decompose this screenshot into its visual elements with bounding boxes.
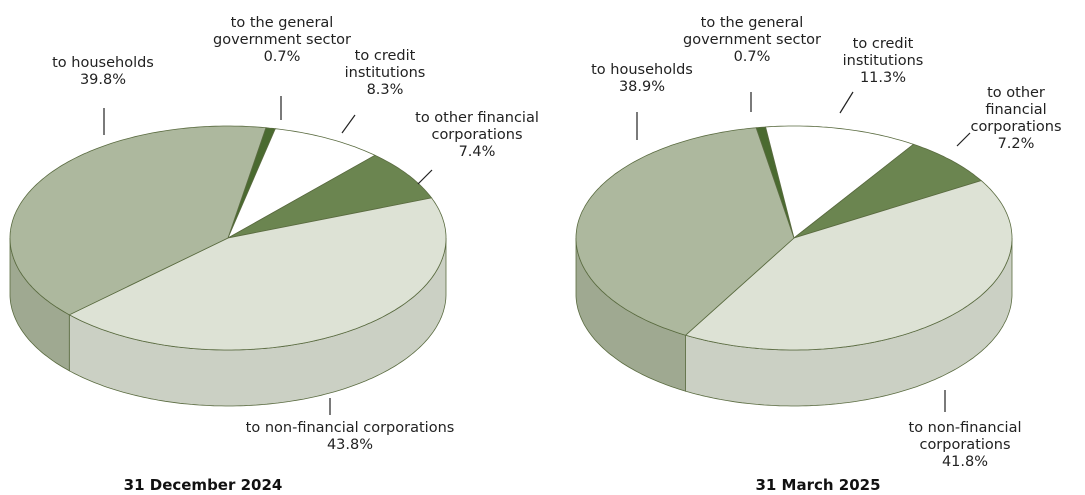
- category-label: to households: [591, 62, 693, 78]
- leader-line: [341, 114, 356, 134]
- pie-slice: [227, 128, 376, 239]
- chart-title: 31 March 2025: [755, 476, 881, 494]
- pie-slice: [68, 197, 447, 351]
- slice-label: to non-financial corporations 41.8%: [905, 420, 1025, 471]
- pie-slice: [793, 143, 983, 239]
- pie-slice: [684, 180, 1013, 351]
- category-label: to the general government sector: [683, 15, 821, 48]
- slice-label: to the general government sector 0.7%: [683, 15, 821, 66]
- leader-line: [956, 132, 971, 147]
- value-label: 7.4%: [458, 144, 496, 160]
- category-label: to other financial corporations: [415, 110, 539, 143]
- category-label: to households: [52, 55, 154, 71]
- chart-title: 31 December 2024: [123, 476, 283, 494]
- pie-slice: [765, 125, 915, 239]
- value-label: 11.3%: [859, 70, 907, 86]
- value-label: 39.8%: [79, 72, 127, 88]
- category-label: to non-financial corporations: [245, 420, 455, 436]
- category-label: to credit institutions: [344, 48, 426, 81]
- value-label: 8.3%: [366, 82, 404, 98]
- pie-slice: [227, 154, 433, 239]
- slice-label: to households 39.8%: [52, 55, 154, 89]
- slice-label: to other financial corporations 7.2%: [970, 85, 1061, 153]
- slice-label: to credit institutions 8.3%: [345, 48, 426, 99]
- value-label: 7.2%: [997, 136, 1035, 152]
- value-label: 43.8%: [326, 437, 374, 453]
- slice-label: to other financial corporations 7.4%: [415, 110, 539, 161]
- leader-line: [417, 169, 433, 185]
- value-label: 41.8%: [941, 454, 989, 470]
- slice-label: to credit institutions 11.3%: [843, 36, 924, 87]
- slice-label: to non-financial corporations 43.8%: [246, 420, 455, 454]
- category-label: to credit institutions: [842, 36, 924, 69]
- slice-label: to households 38.9%: [591, 62, 693, 96]
- category-label: to other financial corporations: [970, 85, 1062, 135]
- value-label: 0.7%: [263, 49, 301, 65]
- pie-slice: [9, 125, 267, 316]
- category-label: to non-financial corporations: [908, 420, 1022, 453]
- value-label: 0.7%: [733, 49, 771, 65]
- leader-line: [839, 91, 854, 114]
- value-label: 38.9%: [618, 79, 666, 95]
- category-label: to the general government sector: [213, 15, 351, 48]
- slice-label: to the general government sector 0.7%: [213, 15, 351, 66]
- pie-slice: [575, 127, 795, 336]
